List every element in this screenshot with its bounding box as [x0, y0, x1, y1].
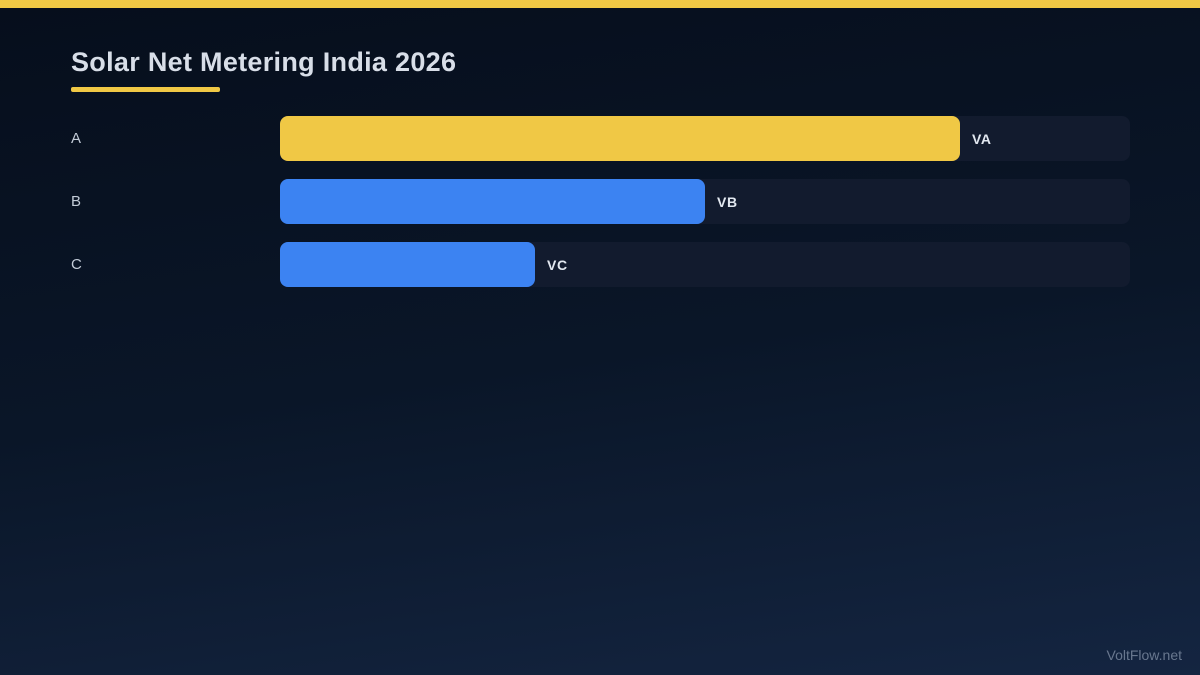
- category-label: A: [71, 130, 82, 147]
- bar: [280, 242, 535, 287]
- category-label: C: [71, 256, 82, 273]
- bar-chart: A VA B VB C VC: [0, 116, 1200, 287]
- watermark: VoltFlow.net: [1106, 647, 1183, 663]
- value-label: VA: [972, 130, 992, 147]
- top-accent-bar: [0, 0, 1200, 8]
- category-label: B: [71, 193, 82, 210]
- bar-track: VC: [280, 242, 1130, 287]
- bar: [280, 179, 705, 224]
- value-label: VB: [717, 193, 738, 210]
- chart-row: C VC: [0, 242, 1200, 287]
- chart-row: A VA: [0, 116, 1200, 161]
- page-title: Solar Net Metering India 2026: [71, 47, 457, 77]
- title-underline: [71, 87, 220, 92]
- bar: [280, 116, 960, 161]
- bar-track: VB: [280, 179, 1130, 224]
- value-label: VC: [547, 256, 568, 273]
- bar-track: VA: [280, 116, 1130, 161]
- chart-row: B VB: [0, 179, 1200, 224]
